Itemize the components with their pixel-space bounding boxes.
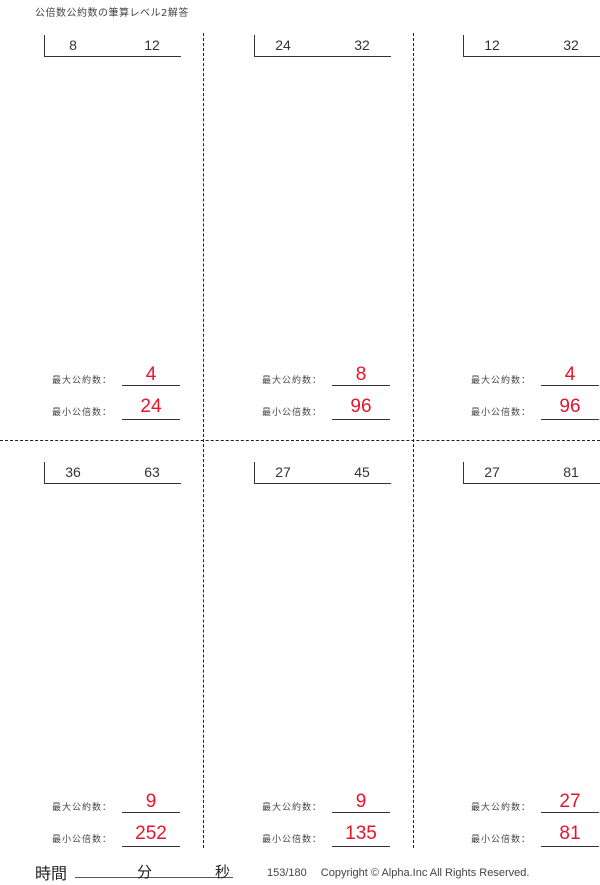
gcd-answer-line — [122, 798, 180, 813]
lcm-answer: 135 — [345, 823, 377, 844]
number-b: 32 — [354, 37, 370, 53]
lcm-label: 最小公倍数： — [262, 835, 323, 845]
copyright-text: Copyright © Alpha.Inc All Rights Reserve… — [320, 867, 530, 879]
gcd-label: 最大公約数： — [262, 376, 323, 386]
gcd-answer: 9 — [145, 791, 157, 812]
problem: 36 63 最大公約数： 9 最小公倍数： 252 — [44, 462, 244, 862]
lcm-label: 最小公倍数： — [262, 408, 323, 418]
lcm-answer: 81 — [559, 823, 581, 844]
page-number: 153/180 — [267, 867, 307, 879]
gcd-label: 最大公約数： — [471, 803, 532, 813]
lcm-answer-line — [541, 405, 599, 420]
lcm-label: 最小公倍数： — [52, 835, 113, 845]
lcm-answer-line — [541, 832, 599, 847]
number-a: 27 — [275, 464, 291, 480]
division-bracket — [254, 462, 391, 484]
problem: 8 12 最大公約数： 4 最小公倍数： 24 — [44, 35, 244, 435]
row-divider — [0, 440, 600, 441]
division-bracket — [463, 462, 600, 484]
number-b: 12 — [144, 37, 160, 53]
number-a: 8 — [69, 37, 77, 53]
seconds-label: 秒 — [215, 863, 231, 881]
problem: 27 81 最大公約数： 27 最小公倍数： 81 — [463, 462, 600, 862]
number-b: 45 — [354, 464, 370, 480]
page-title: 公倍数公約数の筆算レベル2解答 — [35, 8, 189, 19]
problem: 24 32 最大公約数： 8 最小公倍数： 96 — [254, 35, 454, 435]
lcm-label: 最小公倍数： — [52, 408, 113, 418]
lcm-answer: 96 — [350, 396, 372, 417]
time-label: 時間 — [35, 864, 68, 883]
division-bracket — [463, 35, 600, 57]
lcm-answer-line — [332, 405, 390, 420]
lcm-answer: 96 — [559, 396, 581, 417]
division-bracket — [44, 35, 181, 57]
lcm-label: 最小公倍数： — [471, 835, 532, 845]
lcm-answer: 24 — [140, 396, 162, 417]
problem: 12 32 最大公約数： 4 最小公倍数： 96 — [463, 35, 600, 435]
lcm-label: 最小公倍数： — [471, 408, 532, 418]
number-a: 36 — [65, 464, 81, 480]
minutes-label: 分 — [137, 863, 153, 881]
gcd-answer-line — [122, 371, 180, 386]
number-b: 32 — [563, 37, 579, 53]
problem: 27 45 最大公約数： 9 最小公倍数： 135 — [254, 462, 454, 862]
lcm-answer-line — [122, 405, 180, 420]
gcd-answer-line — [541, 371, 599, 386]
gcd-answer: 8 — [355, 364, 367, 385]
gcd-answer: 27 — [559, 791, 581, 812]
gcd-label: 最大公約数： — [52, 376, 113, 386]
gcd-answer: 9 — [355, 791, 367, 812]
number-a: 27 — [484, 464, 500, 480]
lcm-answer-line — [122, 832, 180, 847]
footer-copyright: 153/180 Copyright © Alpha.Inc All Rights … — [267, 867, 529, 879]
lcm-answer: 252 — [135, 823, 167, 844]
gcd-answer-line — [332, 798, 390, 813]
division-bracket — [44, 462, 181, 484]
gcd-answer-line — [332, 371, 390, 386]
gcd-answer-line — [541, 798, 599, 813]
number-b: 81 — [563, 464, 579, 480]
gcd-label: 最大公約数： — [471, 376, 532, 386]
time-entry-line — [75, 877, 233, 878]
number-a: 12 — [484, 37, 500, 53]
gcd-answer: 4 — [145, 364, 157, 385]
number-b: 63 — [144, 464, 160, 480]
division-bracket — [254, 35, 391, 57]
gcd-answer: 4 — [564, 364, 576, 385]
gcd-label: 最大公約数： — [52, 803, 113, 813]
lcm-answer-line — [332, 832, 390, 847]
gcd-label: 最大公約数： — [262, 803, 323, 813]
number-a: 24 — [275, 37, 291, 53]
